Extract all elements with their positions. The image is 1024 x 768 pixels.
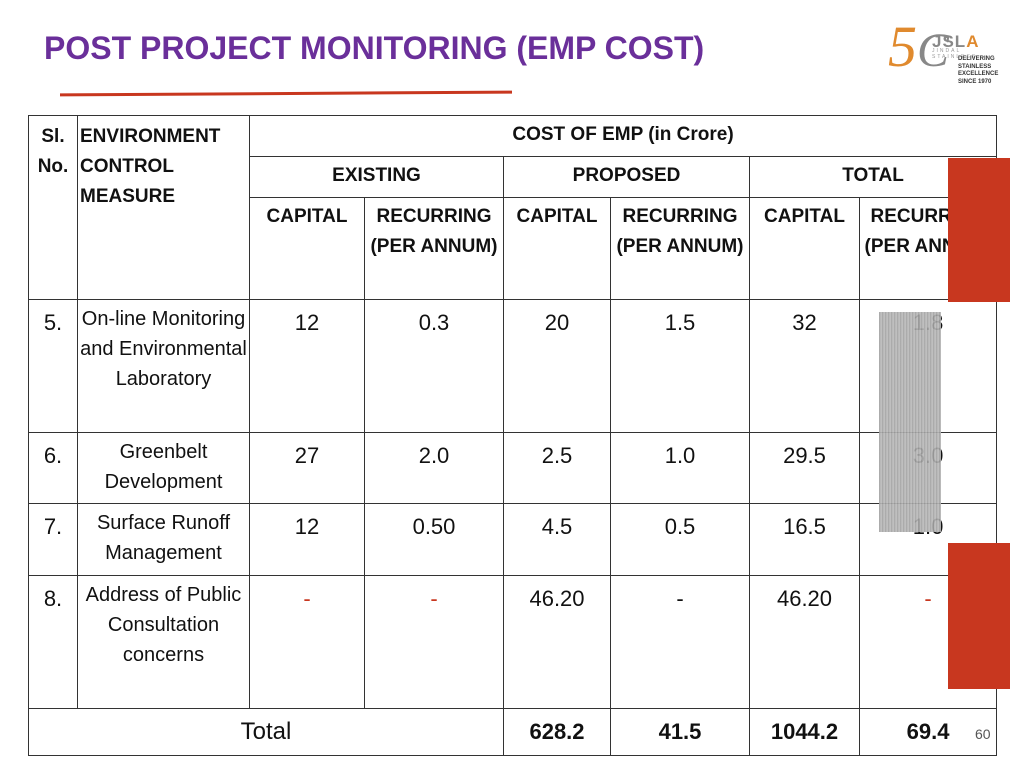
cell-existing-capital: 27 (249, 432, 365, 504)
cell-existing-recurring: - (364, 575, 504, 709)
table-row: 5. On-line Monitoring and Environmental … (28, 299, 998, 433)
cell-existing-recurring: 0.50 (364, 503, 504, 576)
cell-existing-recurring: 0.3 (364, 299, 504, 433)
header-cost-title: COST OF EMP (in Crore) (248, 115, 998, 157)
cell-measure: Address of Public Consultation concerns (77, 575, 250, 709)
company-logo: 5C JSLA JINDAL STAINLESS DELIVERING STAI… (888, 14, 998, 85)
cell-measure: Surface Runoff Management (77, 503, 250, 576)
cell-sl: 7. (28, 503, 78, 576)
cell-proposed-capital: 4.5 (503, 503, 611, 576)
cell-proposed-recurring: - (610, 575, 750, 709)
header-existing-capital: CAPITAL (249, 197, 365, 300)
table-total-row: Total 628.2 41.5 1044.2 69.4 (28, 708, 998, 756)
header-total-capital: CAPITAL (749, 197, 860, 300)
cell-sl: 8. (28, 575, 78, 709)
emp-cost-table: Sl. No. ENVIRONMENT CONTROL MEASURE COST… (28, 115, 998, 756)
cell-measure: On-line Monitoring and Environmental Lab… (77, 299, 250, 433)
decorative-red-bar-bottom (948, 543, 1010, 689)
cell-sl: 6. (28, 432, 78, 504)
logo-tagline: DELIVERING STAINLESS EXCELLENCE SINCE 19… (958, 56, 999, 85)
page-number: 60 (975, 726, 991, 742)
total-total-capital: 1044.2 (749, 708, 860, 756)
cell-measure: Greenbelt Development (77, 432, 250, 504)
table-row: 8. Address of Public Consultation concer… (28, 575, 998, 709)
cell-proposed-capital: 2.5 (503, 432, 611, 504)
cell-total-capital: 46.20 (749, 575, 860, 709)
logo-subtitle: JINDAL STAINLESS (932, 48, 978, 60)
cell-existing-capital: - (249, 575, 365, 709)
cell-total-capital: 16.5 (749, 503, 860, 576)
title-underline (59, 90, 513, 97)
cell-proposed-recurring: 1.0 (610, 432, 750, 504)
table-row: 7. Surface Runoff Management 12 0.50 4.5… (28, 503, 998, 576)
header-proposed: PROPOSED (503, 156, 750, 198)
cell-proposed-recurring: 1.5 (610, 299, 750, 433)
total-label: Total (28, 708, 504, 756)
table-row: 6. Greenbelt Development 27 2.0 2.5 1.0 … (28, 432, 998, 504)
cell-proposed-recurring: 0.5 (610, 503, 750, 576)
logo-jsla-text: JSLA (932, 32, 980, 51)
cell-existing-capital: 12 (249, 503, 365, 576)
cell-proposed-capital: 20 (503, 299, 611, 433)
page-title: POST PROJECT MONITORING (EMP COST) (44, 30, 705, 66)
total-proposed-capital: 628.2 (503, 708, 611, 756)
total-proposed-recurring: 41.5 (610, 708, 750, 756)
decorative-red-bar-top (948, 158, 1010, 302)
cell-total-capital: 29.5 (749, 432, 860, 504)
header-measure: ENVIRONMENT CONTROL MEASURE (77, 115, 250, 300)
cell-existing-recurring: 2.0 (364, 432, 504, 504)
header-proposed-capital: CAPITAL (503, 197, 611, 300)
cell-sl: 5. (28, 299, 78, 433)
cell-total-capital: 32 (749, 299, 860, 433)
header-existing: EXISTING (249, 156, 504, 198)
cell-proposed-capital: 46.20 (503, 575, 611, 709)
header-existing-recurring: RECURRING (PER ANNUM) (364, 197, 504, 300)
total-total-recurring: 69.4 (858, 708, 998, 756)
header-proposed-recurring: RECURRING (PER ANNUM) (610, 197, 750, 300)
logo-50-mark: 5C (888, 14, 950, 79)
scan-artifact-image (879, 312, 941, 532)
header-sl-no: Sl. No. (28, 115, 78, 300)
cell-existing-capital: 12 (249, 299, 365, 433)
